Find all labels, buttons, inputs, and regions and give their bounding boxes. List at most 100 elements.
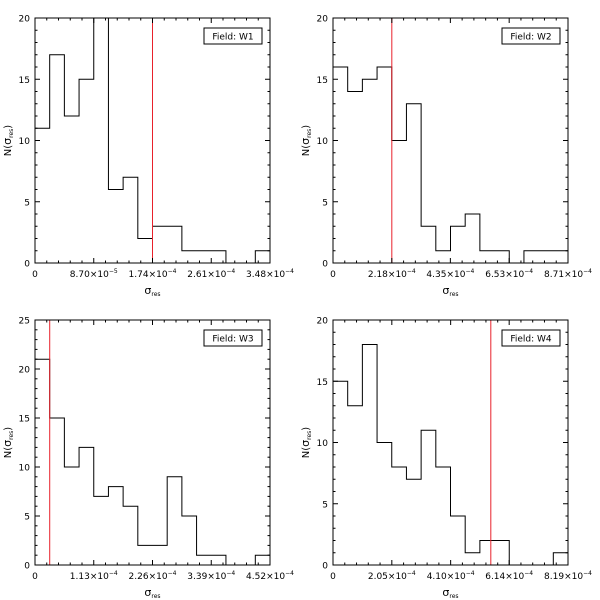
y-tick-label: 15 <box>317 76 328 86</box>
histogram-steps <box>332 344 569 566</box>
x-axis-symbol: σ <box>442 586 449 599</box>
y-tick-label: 15 <box>19 415 30 425</box>
x-tick-label: 8.70×10−5 <box>70 268 118 280</box>
x-tick-label: 1.74×10−4 <box>129 268 177 280</box>
y-tick-label: 10 <box>19 137 31 147</box>
x-tick-exponent: −4 <box>407 268 416 275</box>
y-axis-close: ) <box>3 125 14 129</box>
y-tick-label: 10 <box>317 137 329 147</box>
x-tick-exponent: −4 <box>524 570 533 577</box>
x-tick-label: 1.13×10−4 <box>70 570 118 582</box>
x-tick-exponent: −4 <box>466 570 475 577</box>
x-tick-label: 8.19×10−4 <box>544 570 592 582</box>
x-tick-mantissa: 2.61×10 <box>187 270 226 280</box>
y-axis-close: ) <box>3 427 14 431</box>
x-tick-label: 4.52×10−4 <box>246 570 294 582</box>
y-axis-subscript: res <box>306 129 313 138</box>
x-tick-exponent: −4 <box>407 570 416 577</box>
x-tick-mantissa: 3.48×10 <box>246 270 285 280</box>
x-tick-label: 2.05×10−4 <box>368 570 416 582</box>
y-axis-symbol: σ <box>1 440 14 447</box>
legend-label: Field: W1 <box>212 33 253 43</box>
y-axis-subscript: res <box>8 431 15 440</box>
histogram-steps <box>332 66 569 264</box>
x-axis-subscript: res <box>151 593 160 600</box>
x-tick-label: 2.26×10−4 <box>129 570 177 582</box>
x-tick-label: 6.14×10−4 <box>485 570 533 582</box>
y-axis-label: N(σres) <box>1 427 15 459</box>
x-axis-symbol: σ <box>144 586 151 599</box>
y-tick-label: 10 <box>317 439 329 449</box>
x-axis-label: σres <box>442 586 458 600</box>
x-tick-label: 0 <box>330 270 336 280</box>
legend-box <box>203 27 263 45</box>
x-axis-label: σres <box>442 284 458 298</box>
legend-box <box>203 329 263 347</box>
x-tick-label: 3.48×10−4 <box>246 268 294 280</box>
x-tick-label: 2.61×10−4 <box>187 268 235 280</box>
x-tick-mantissa: 1.13×10 <box>70 572 109 582</box>
x-tick-mantissa: 0 <box>330 572 336 582</box>
x-tick-mantissa: 8.71×10 <box>544 270 583 280</box>
y-axis-n: N( <box>3 145 14 156</box>
x-tick-mantissa: 4.10×10 <box>427 572 466 582</box>
x-axis-subscript: res <box>449 291 458 298</box>
y-axis-symbol: σ <box>299 440 312 447</box>
y-tick-label: 25 <box>19 317 30 327</box>
panel-w2: 0 2.18×10−4 4.35×10−4 6.53×10−4 8.71×10−4051… <box>299 15 592 299</box>
panel-w3: 0 1.13×10−4 2.26×10−4 3.39×10−4 4.52×10−4051… <box>1 317 294 600</box>
plot-frame <box>332 319 569 566</box>
x-axis-label: σres <box>144 586 160 600</box>
legend-label: Field: W2 <box>510 33 551 43</box>
x-tick-mantissa: 4.35×10 <box>426 270 465 280</box>
y-tick-label: 0 <box>24 562 30 572</box>
y-axis-subscript: res <box>306 431 313 440</box>
legend-label: Field: W4 <box>510 335 552 345</box>
x-axis-subscript: res <box>151 291 160 298</box>
x-axis-label: σres <box>144 284 160 298</box>
x-tick-label: 4.10×10−4 <box>427 570 475 582</box>
x-tick-mantissa: 8.19×10 <box>544 572 583 582</box>
y-axis-symbol: σ <box>299 138 312 145</box>
y-axis-close: ) <box>301 125 312 129</box>
x-tick-label: 8.71×10−4 <box>544 268 592 280</box>
y-axis-n: N( <box>301 447 312 458</box>
x-axis-symbol: σ <box>442 284 449 297</box>
x-tick-label: 3.39×10−4 <box>187 570 235 582</box>
x-tick-exponent: −4 <box>285 570 294 577</box>
x-tick-exponent: −4 <box>524 268 533 275</box>
y-axis-label: N(σres) <box>1 125 15 157</box>
x-tick-mantissa: 0 <box>330 270 336 280</box>
x-tick-mantissa: 2.18×10 <box>368 270 407 280</box>
x-axis-subscript: res <box>449 593 458 600</box>
legend-box <box>501 329 561 347</box>
y-tick-label: 5 <box>322 500 328 510</box>
x-tick-exponent: −4 <box>109 570 118 577</box>
y-tick-label: 0 <box>24 260 30 270</box>
y-tick-label: 0 <box>322 260 328 270</box>
legend-box <box>501 27 561 45</box>
x-tick-exponent: −4 <box>226 570 235 577</box>
x-tick-mantissa: 0 <box>32 270 38 280</box>
y-axis-n: N( <box>3 447 14 458</box>
x-tick-label: 4.35×10−4 <box>426 268 474 280</box>
x-tick-mantissa: 3.39×10 <box>187 572 226 582</box>
x-tick-exponent: −4 <box>168 268 177 275</box>
y-axis-n: N( <box>301 145 312 156</box>
x-axis-symbol: σ <box>144 284 151 297</box>
y-axis-label: N(σres) <box>299 125 313 157</box>
panel-w4: 0 2.05×10−4 4.10×10−4 6.14×10−4 8.19×10−4051… <box>299 317 592 600</box>
y-tick-label: 20 <box>19 15 31 25</box>
y-axis-label: N(σres) <box>299 427 313 459</box>
y-tick-label: 15 <box>317 378 328 388</box>
x-tick-mantissa: 8.70×10 <box>70 270 109 280</box>
x-tick-mantissa: 2.26×10 <box>129 572 168 582</box>
x-tick-exponent: −4 <box>226 268 235 275</box>
y-tick-label: 15 <box>19 76 30 86</box>
x-tick-exponent: −5 <box>109 268 118 275</box>
y-axis-close: ) <box>301 427 312 431</box>
y-axis-symbol: σ <box>1 138 14 145</box>
legend-label: Field: W3 <box>212 335 253 345</box>
x-tick-mantissa: 6.14×10 <box>485 572 524 582</box>
panel-w1: 0 8.70×10−5 1.74×10−4 2.61×10−4 3.48×10−4051… <box>1 15 294 299</box>
